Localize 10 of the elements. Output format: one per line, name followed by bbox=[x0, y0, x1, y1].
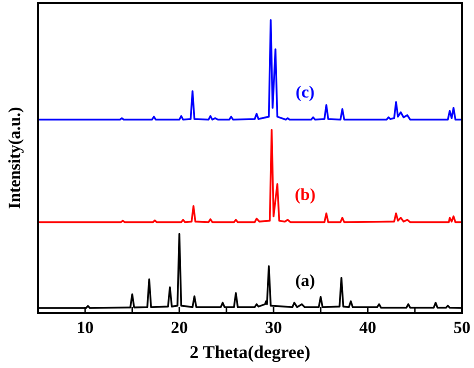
series-label: (c) bbox=[296, 82, 315, 102]
x-tick-label: 20 bbox=[170, 318, 188, 337]
x-axis-title: 2 Theta(degree) bbox=[190, 342, 310, 362]
series-label: (a) bbox=[295, 271, 316, 290]
series-label: (b) bbox=[294, 185, 316, 204]
x-tick-label: 10 bbox=[76, 318, 94, 337]
y-axis-title: Intensity(a.u.) bbox=[5, 106, 24, 210]
x-tick-label: 30 bbox=[265, 318, 282, 337]
x-tick-label: 40 bbox=[359, 318, 376, 337]
x-tick-label: 50 bbox=[454, 318, 470, 337]
